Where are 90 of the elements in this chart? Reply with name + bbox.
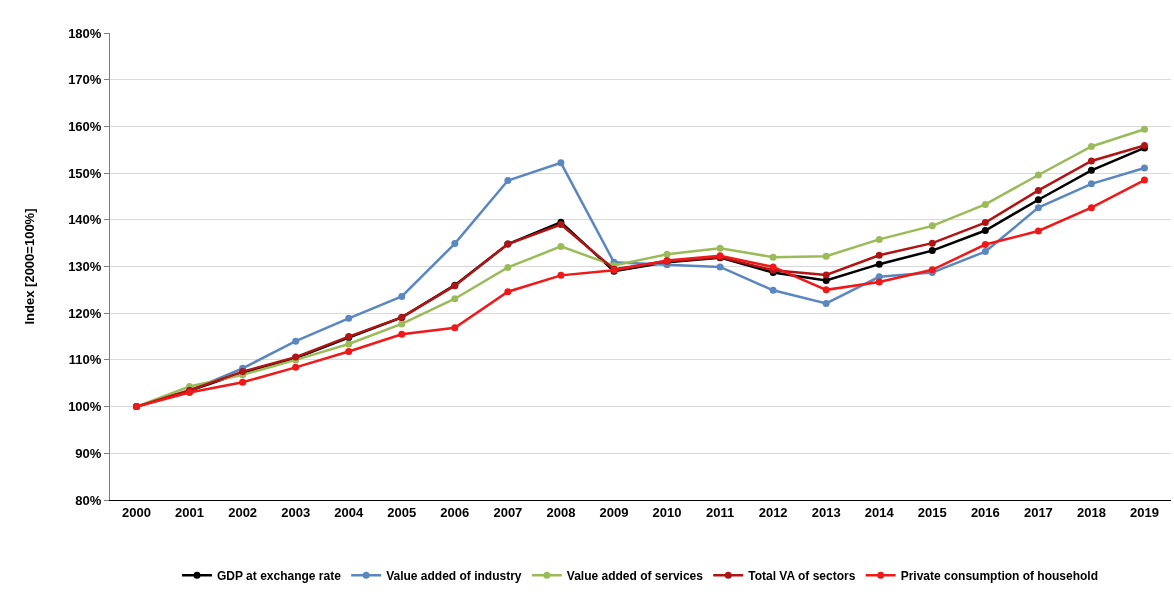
point [875,235,883,243]
point [822,299,830,307]
legend-label: Private consumption of household [900,568,1099,583]
legend-label: Value added of industry [386,568,522,583]
point [1034,204,1042,212]
y-tick-label: 180% [68,25,102,41]
y-tick-label: 140% [68,212,102,228]
point [981,200,989,208]
point [928,239,936,247]
x-tick-label: 2007 [493,504,523,520]
point [1034,227,1042,235]
point [1140,176,1148,184]
y-tick-label: 90% [75,445,102,461]
point [875,278,883,286]
point [769,286,777,294]
x-tick-label: 2002 [228,504,258,520]
y-tick-label: 160% [68,118,102,134]
point [504,263,512,271]
x-tick-label: 2018 [1076,504,1106,520]
y-tick-label: 150% [68,165,102,181]
point [716,263,724,271]
point [398,330,406,338]
point [398,320,406,328]
point [822,286,830,294]
point [504,288,512,296]
point [822,271,830,279]
point [557,242,565,250]
x-tick-label: 2019 [1130,504,1159,520]
point [557,159,565,167]
point [1087,166,1095,174]
x-tick-label: 2011 [705,504,735,520]
point [1087,180,1095,188]
y-tick-label: 120% [68,305,102,321]
point [822,277,830,285]
x-tick-label: 2004 [334,504,364,520]
point [1087,157,1095,165]
y-tick-label: 80% [75,492,102,508]
point [504,177,512,185]
y-tick-label: 170% [68,72,102,88]
x-tick-label: 2012 [758,504,788,520]
x-tick-label: 2005 [387,504,417,520]
x-tick-label: 2016 [970,504,1000,520]
point [557,271,565,279]
point [398,292,406,300]
point [769,253,777,261]
point [239,378,247,386]
point [451,295,459,303]
x-tick-label: 2013 [811,504,841,520]
x-tick-label: 2017 [1023,504,1053,520]
legend-label: GDP at exchange rate [217,568,342,583]
legend-label: Value added of services [566,568,704,583]
point [1034,196,1042,204]
y-tick-label: 100% [68,399,102,415]
point [1034,171,1042,179]
point [345,347,353,355]
point [1140,125,1148,133]
point [981,248,989,256]
point [292,363,300,371]
point [928,247,936,255]
x-tick-label: 2009 [599,504,629,520]
point [345,340,353,348]
point [1034,186,1042,194]
point [1087,204,1095,212]
x-tick-label: 2000 [122,504,151,520]
point [981,227,989,235]
point [716,244,724,252]
x-tick-label: 2008 [546,504,576,520]
point [875,260,883,268]
point [663,250,671,258]
x-tick-label: 2014 [864,504,895,520]
x-tick-label: 2015 [917,504,947,520]
x-tick-label: 2001 [175,504,205,520]
point [875,251,883,259]
y-tick-label: 110% [68,352,102,368]
point [1087,142,1095,150]
point [1140,164,1148,172]
y-tick-label: 130% [68,259,102,275]
point [345,314,353,322]
legend-label: Total VA of sectors [748,568,856,583]
point [928,222,936,230]
point [981,219,989,227]
x-tick-label: 2003 [281,504,311,520]
x-tick-label: 2010 [652,504,682,520]
x-tick-label: 2006 [440,504,470,520]
point [981,241,989,249]
point [822,252,830,260]
point [292,337,300,345]
point [451,240,459,248]
point [451,324,459,332]
y-axis-title: Index [2000=100%] [22,208,38,325]
